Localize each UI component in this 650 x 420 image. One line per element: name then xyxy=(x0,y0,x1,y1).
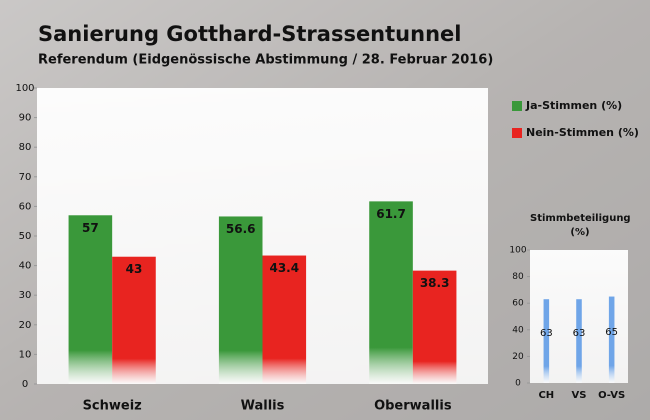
chart-title: Sanierung Gotthard-Strassentunnel xyxy=(38,22,461,46)
y-tick-label: 0 xyxy=(22,379,28,390)
value-label: 65 xyxy=(605,327,618,338)
y-tick-label: 100 xyxy=(509,246,526,256)
y-tick-label: 40 xyxy=(19,261,32,272)
bar xyxy=(608,296,615,383)
legend-label: Ja-Stimmen (%) xyxy=(525,99,622,112)
value-label: 63 xyxy=(573,328,586,339)
bar xyxy=(543,299,550,383)
bar xyxy=(112,256,156,384)
value-label: 57 xyxy=(82,221,99,235)
value-label: 56.6 xyxy=(226,222,256,236)
y-tick-label: 100 xyxy=(15,83,34,94)
bar xyxy=(576,299,582,383)
legend-label: Nein-Stimmen (%) xyxy=(526,126,639,139)
chart-title-2: Stimmbeteiligung (%) xyxy=(530,213,631,238)
bar xyxy=(369,201,413,384)
y-tick-label: 90 xyxy=(19,113,32,124)
legend-swatch xyxy=(512,101,522,111)
x-tick-label: Wallis xyxy=(241,399,285,414)
x-tick-label: O-VS xyxy=(598,390,625,401)
x-tick-label: CH xyxy=(538,390,554,401)
y-tick-label: 0 xyxy=(515,379,521,389)
y-tick-label: 40 xyxy=(512,325,524,335)
y-tick-label: 50 xyxy=(19,231,32,242)
y-tick-label: 30 xyxy=(19,290,32,301)
y-tick-label: 80 xyxy=(19,142,32,153)
value-label: 61.7 xyxy=(376,207,406,221)
chart-subtitle: Referendum (Eidgenössische Abstimmung / … xyxy=(38,53,493,68)
y-tick-label: 10 xyxy=(19,349,32,360)
y-tick-label: 80 xyxy=(512,272,524,282)
legend-swatch xyxy=(512,128,522,138)
value-label: 38.3 xyxy=(420,276,450,290)
bar xyxy=(412,270,457,384)
x-tick-label: Schweiz xyxy=(83,399,142,414)
x-tick-label: VS xyxy=(572,390,587,401)
y-tick-label: 20 xyxy=(512,352,524,362)
y-tick-label: 60 xyxy=(512,299,524,309)
y-tick-label: 70 xyxy=(19,172,32,183)
value-label: 43.4 xyxy=(269,261,299,275)
bar xyxy=(262,255,307,384)
bar xyxy=(218,216,263,384)
value-label: 43 xyxy=(126,262,143,276)
bar xyxy=(68,215,113,384)
y-tick-label: 20 xyxy=(19,320,32,331)
x-tick-label: Oberwallis xyxy=(374,399,452,414)
value-label: 63 xyxy=(540,328,553,339)
y-tick-label: 60 xyxy=(19,201,32,212)
